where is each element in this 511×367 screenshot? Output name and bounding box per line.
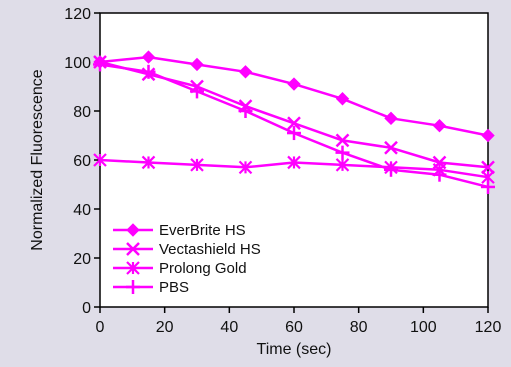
y-tick-label: 120 (64, 6, 91, 23)
x-axis: 0 20 40 60 80 100 120 (96, 307, 502, 336)
data-point (384, 162, 398, 177)
legend-marker (126, 242, 140, 256)
data-point (481, 179, 495, 194)
data-point (190, 57, 204, 72)
legend-item: PBS (113, 279, 189, 296)
legend-label: PBS (159, 279, 189, 296)
series-layer (93, 50, 495, 194)
legend-label: EverBrite HS (159, 222, 246, 239)
data-point (481, 160, 495, 175)
y-tick-label: 0 (82, 300, 91, 317)
y-axis: 0 20 40 60 80 100 120 (64, 6, 100, 317)
y-tick-label: 80 (73, 104, 91, 121)
y-tick-label: 40 (73, 202, 91, 219)
data-point (238, 65, 253, 79)
legend: EverBrite HS Vectashield HS Prolong Gold PB… (113, 222, 261, 296)
data-point (287, 126, 301, 141)
legend-label: Prolong Gold (159, 260, 247, 277)
data-point (93, 57, 107, 72)
data-point (432, 118, 447, 133)
y-tick-label: 60 (73, 153, 91, 170)
data-point (335, 133, 350, 148)
x-tick-label: 100 (410, 319, 437, 336)
data-point (335, 92, 350, 106)
y-tick-label: 100 (64, 55, 91, 72)
data-point (238, 104, 253, 118)
data-point (287, 155, 301, 170)
data-point (141, 64, 156, 79)
data-point (287, 77, 301, 91)
legend-item: Vectashield HS (113, 241, 261, 258)
data-point (335, 145, 350, 160)
data-point (238, 160, 253, 175)
legend-marker (126, 261, 140, 275)
data-point (93, 153, 107, 167)
data-point (190, 158, 204, 172)
x-axis-label: Time (sec) (257, 341, 332, 358)
data-point (141, 50, 156, 64)
data-point (141, 155, 156, 170)
data-point (384, 111, 398, 126)
data-point (190, 84, 204, 99)
x-tick-label: 120 (475, 319, 502, 336)
data-point (335, 158, 350, 172)
legend-item: Prolong Gold (113, 260, 247, 277)
x-tick-label: 80 (350, 319, 368, 336)
x-tick-label: 0 (96, 319, 105, 336)
x-tick-label: 40 (220, 319, 238, 336)
data-point (287, 116, 301, 131)
x-tick-label: 20 (156, 319, 174, 336)
legend-marker (126, 223, 140, 237)
legend-item: EverBrite HS (113, 222, 246, 239)
legend-marker (126, 280, 140, 294)
data-point (432, 167, 447, 182)
x-tick-label: 60 (285, 319, 303, 336)
data-point (384, 140, 398, 155)
data-point (481, 128, 495, 143)
y-axis-label: Normalized Fluorescence (29, 69, 46, 251)
legend-label: Vectashield HS (159, 241, 261, 258)
y-tick-label: 20 (73, 251, 91, 268)
